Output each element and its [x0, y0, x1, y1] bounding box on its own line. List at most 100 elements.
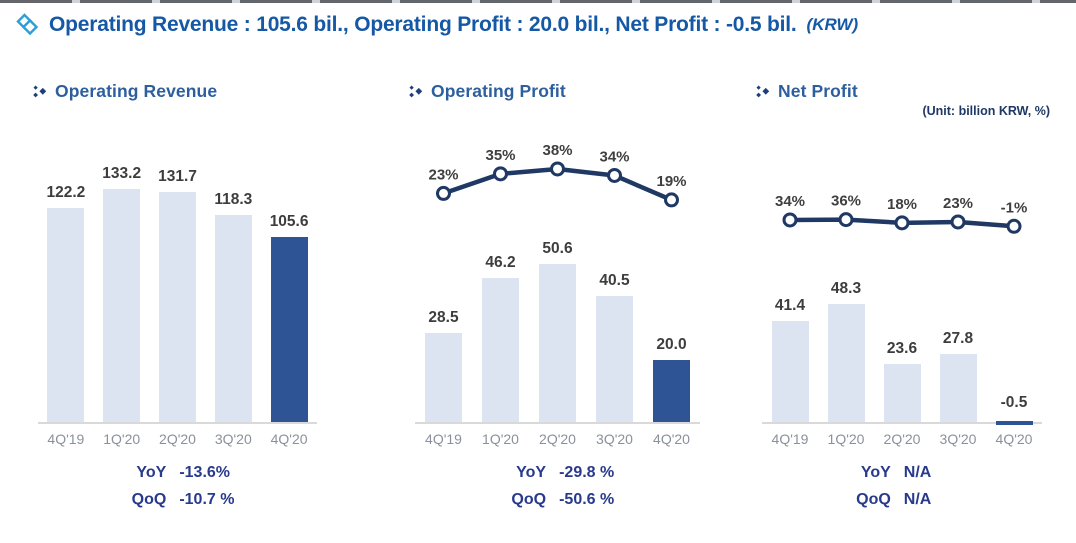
double-diamond-icon [16, 13, 39, 36]
bar-1Q'20 [827, 304, 865, 422]
metric-label: YoY [860, 464, 891, 481]
metric-qoq: QoQ -50.6 % [415, 486, 700, 513]
line-value-label: 36% [831, 193, 861, 210]
metric-label: QoQ [131, 491, 167, 508]
line-value-label: 34% [775, 193, 805, 210]
x-axis-label: 2Q'20 [883, 431, 921, 447]
tri-diamond-bullet-icon [409, 85, 423, 98]
bar-4Q'20 [995, 421, 1033, 425]
plot-area: 28.5 46.2 50.6 40.5 20.0 [415, 75, 700, 424]
bar-1Q'20 [482, 278, 519, 422]
bar-value-label: 50.6 [542, 240, 573, 257]
metric-label: QoQ [511, 491, 547, 508]
metric-qoq: QoQ N/A [762, 486, 1042, 513]
line-value-label: 23% [428, 166, 458, 183]
metric-value: -13.6% [179, 464, 231, 481]
bar-value-label: 27.8 [942, 330, 974, 347]
bar-value-label: 133.2 [102, 165, 142, 182]
x-axis-label: 4Q'19 [771, 431, 809, 447]
bar-value-label: 20.0 [656, 336, 687, 353]
bar-value-label: 105.6 [269, 213, 309, 230]
x-axis-label: 3Q'20 [596, 431, 633, 447]
tri-diamond-bullet-icon [756, 85, 770, 98]
line-value-label: 35% [485, 147, 515, 164]
metric-value: -50.6 % [559, 491, 615, 508]
growth-metrics: YoY -13.6% QoQ -10.7 % [38, 459, 317, 513]
growth-metrics: YoY -29.8 % QoQ -50.6 % [415, 459, 700, 513]
bar-value-label: 40.5 [599, 272, 630, 289]
bar-4Q'19 [771, 321, 809, 422]
header: Operating Revenue : 105.6 bil., Operatin… [14, 12, 858, 37]
bar-value-label: 23.6 [886, 340, 918, 357]
x-axis-label: 4Q'19 [425, 431, 462, 447]
chart-title-label: Operating Profit [431, 81, 566, 101]
percentage-line-chart: 23% 35% 38% 34% 19% [428, 142, 687, 208]
line-value-label: 19% [656, 173, 686, 190]
line-marker [664, 192, 679, 208]
header-currency-note: (KRW) [806, 14, 859, 34]
top-edge-artifact [0, 0, 1076, 3]
line-marker [894, 215, 910, 231]
operating-profit-chart: Operating Profit 28.5 46.2 50.6 40.5 20.0 4Q'1… [400, 75, 712, 540]
x-axis-label: 2Q'20 [159, 431, 196, 447]
operating-revenue-chart: Operating Revenue 122.2 133.2 131.7 118.3 105… [30, 75, 365, 540]
x-axis-label: 1Q'20 [482, 431, 519, 447]
chart-title: Operating Profit [408, 81, 566, 102]
bar-value-label: 46.2 [485, 254, 516, 271]
unit-note: (Unit: billion KRW, %) [922, 104, 1050, 118]
x-axis-label: 3Q'20 [214, 431, 252, 447]
x-axis-label: 1Q'20 [827, 431, 865, 447]
metric-label: QoQ [856, 491, 891, 508]
bar-3Q'20 [214, 215, 252, 422]
metric-label: YoY [136, 464, 167, 481]
percentage-line-chart: 34% 36% 18% 23% -1% [775, 193, 1028, 234]
line-marker [838, 212, 854, 228]
plot-area: 41.4 48.3 23.6 27.8 -0.5 [762, 75, 1042, 425]
line-value-label: 18% [887, 196, 917, 213]
metric-value: -10.7 % [179, 491, 235, 508]
bar-2Q'20 [883, 364, 921, 422]
line-marker [950, 214, 966, 230]
metric-label: YoY [516, 464, 547, 481]
x-axis-label: 2Q'20 [539, 431, 576, 447]
metric-yoy: YoY N/A [762, 459, 1042, 486]
line-marker [436, 185, 451, 201]
bar-value-label: 48.3 [830, 280, 862, 297]
chart-title-label: Net Profit [778, 81, 858, 101]
bar-1Q'20 [103, 189, 141, 422]
bar-2Q'20 [159, 192, 196, 422]
metric-value: N/A [903, 464, 932, 481]
line-marker [607, 167, 622, 183]
line-marker [1006, 218, 1022, 234]
line-value-label: 23% [943, 195, 973, 212]
bar-value-label: 118.3 [214, 191, 253, 208]
metric-qoq: QoQ -10.7 % [38, 486, 317, 513]
bar-4Q'20 [270, 237, 308, 422]
x-axis-label: 4Q'20 [270, 431, 308, 447]
metric-yoy: YoY -29.8 % [415, 459, 700, 486]
bar-value-label: -0.5 [1000, 394, 1028, 411]
bar-4Q'19 [425, 333, 462, 422]
chart-title: Net Profit [755, 81, 858, 102]
metric-value: -29.8 % [559, 464, 615, 481]
growth-metrics: YoY N/A QoQ N/A [762, 459, 1042, 513]
line-value-label: -1% [1001, 199, 1028, 216]
x-axis-label: 3Q'20 [939, 431, 977, 447]
line-value-label: 34% [599, 148, 629, 165]
bar-value-label: 122.2 [46, 184, 86, 201]
chart-title: Operating Revenue [32, 81, 217, 102]
line-marker [550, 161, 565, 177]
header-summary: Operating Revenue : 105.6 bil., Operatin… [49, 12, 797, 36]
net-profit-chart: Net Profit 41.4 48.3 23.6 27.8 -0.5 4Q'19 1Q'20… [740, 75, 1076, 540]
bar-value-label: 131.7 [158, 168, 197, 185]
bar-2Q'20 [539, 264, 576, 422]
plot-area: 122.2 133.2 131.7 118.3 105.6 [38, 75, 317, 424]
line-marker [493, 166, 508, 182]
chart-title-label: Operating Revenue [55, 81, 218, 101]
bar-3Q'20 [939, 354, 977, 422]
bar-value-label: 28.5 [428, 309, 459, 326]
bar-value-label: 41.4 [774, 297, 806, 314]
x-axis-label: 4Q'19 [47, 431, 85, 447]
line-marker [782, 212, 798, 228]
